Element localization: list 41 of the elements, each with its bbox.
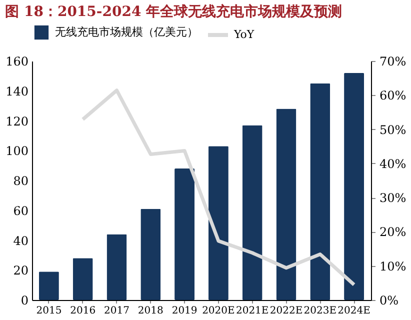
- y2-tick-label: 70%: [380, 54, 406, 68]
- y-tick-label: 120: [6, 114, 28, 128]
- x-tick-label: 2015: [36, 306, 62, 316]
- x-tick-label: 2018: [138, 306, 164, 316]
- x-tick-label: 2022E: [270, 306, 303, 316]
- bar: [310, 83, 330, 300]
- y-tick-label: 0: [20, 294, 28, 308]
- y-tick-label: 100: [6, 144, 28, 158]
- bar: [276, 108, 296, 300]
- chart-title: 图 18：2015-2024 年全球无线充电市场规模及预测: [5, 3, 342, 20]
- y-tick-label: 140: [6, 84, 28, 98]
- legend-label: YoY: [233, 28, 255, 41]
- x-tick-label: 2023E: [304, 306, 337, 316]
- bar: [38, 272, 59, 300]
- y2-tick-label: 60%: [380, 88, 406, 103]
- x-tick-label: 2019: [172, 306, 198, 316]
- bar: [140, 208, 161, 300]
- bar: [106, 234, 127, 300]
- y-tick-label: 80: [13, 174, 28, 188]
- x-tick-label: 2024E: [338, 306, 370, 316]
- bar: [208, 146, 228, 300]
- y-tick-label: 60: [13, 204, 28, 218]
- bar: [344, 72, 364, 300]
- x-tick-label: 2020E: [202, 306, 235, 316]
- y2-tick-label: 50%: [380, 122, 406, 137]
- y-tick-label: 20: [13, 264, 28, 278]
- y-tick-label: 160: [6, 54, 28, 68]
- y2-tick-label: 10%: [380, 259, 406, 274]
- bar: [72, 258, 93, 300]
- y2-tick-label: 0%: [380, 294, 399, 308]
- bar: [242, 125, 262, 300]
- x-tick-label: 2016: [70, 306, 96, 316]
- legend-label: 无线充电市场规模（亿美元）: [55, 26, 198, 38]
- line-series: [81, 88, 356, 286]
- y2-tick-label: 20%: [380, 225, 406, 240]
- y2-tick-label: 30%: [380, 191, 406, 206]
- x-tick-label: 2017: [104, 306, 130, 316]
- bar: [174, 168, 195, 300]
- y2-tick-label: 40%: [380, 156, 406, 171]
- x-tick-label: 2021E: [236, 306, 269, 316]
- y-tick-label: 40: [13, 234, 28, 248]
